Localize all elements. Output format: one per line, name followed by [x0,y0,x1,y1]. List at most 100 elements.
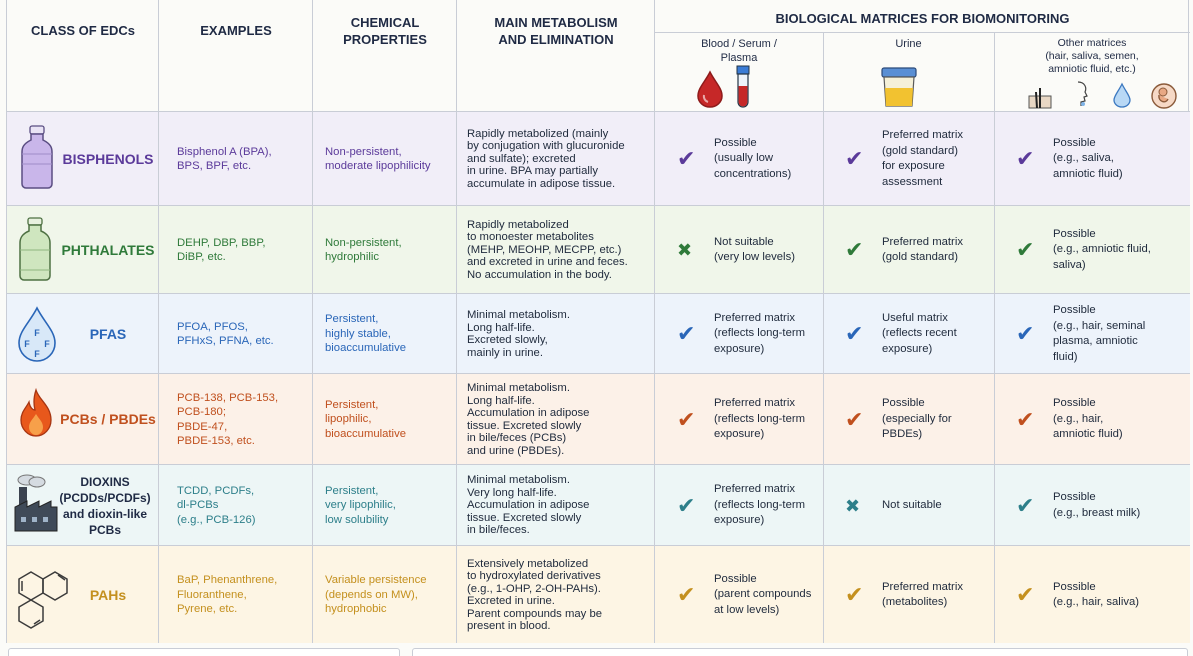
text-line: PBDE-153, etc. [177,435,255,447]
text-line: bioaccumulative [325,342,407,355]
cell-text: Rapidly metabolized (mainly by conjugatio… [467,128,653,191]
blood-tube-icon [736,65,750,108]
bottle-icon [19,124,55,195]
text-line: (very low levels) [714,251,795,263]
check-icon: ✔ [845,237,864,262]
text-line: fluid) [1053,350,1078,363]
class-line: (PCDDs/PCDFs) [59,490,151,505]
text-line: BPS, BPF, etc. [177,160,252,172]
text-line: Preferred matrix [882,129,963,141]
text-line: present in blood. [467,620,551,632]
text-line: Useful matrix [882,311,948,324]
text-line: Minimal metabolism. [467,474,570,487]
cell-text: Possible (e.g., hair, amniotic fluid) [1053,396,1163,443]
cell-text: Extensively metabolized to hydroxylated d… [467,558,653,633]
text-line: Parent compounds may be [467,607,603,620]
text-line: very lipophilic, [325,499,396,512]
class-line: PCBs [88,522,121,537]
header-blood: Blood / Serum / Plasma [701,38,777,64]
table-row: PHTHALATES DEHP, DBP, BBP, DiBP, etc. Non-p… [7,205,1190,293]
text-line: DiBP, etc. [177,251,226,263]
text-line: Persistent, [325,484,379,497]
text-line: Possible [882,397,925,410]
cell-text: Persistent, very lipophilic, low solubilit… [325,484,455,528]
text-line: for exposure [882,160,945,172]
text-line: Extensively metabolized [467,557,589,570]
text-line: Not suitable [882,498,942,511]
class-line: DIOXINS [80,474,130,489]
col-divider [823,32,824,643]
text-line: low solubility [325,513,389,526]
text-line: and urine (PBDEs). [467,444,565,457]
cell-text: Bisphenol A (BPA), BPS, BPF, etc. [177,145,309,174]
class-line: and dioxin-like [62,506,147,521]
text-line: Possible [1053,136,1096,149]
text-line: amniotic fluid) [1053,167,1123,180]
text-line: Possible [1053,304,1096,316]
class-line: PAHs [89,586,127,603]
text-line: bioaccumulative [325,427,407,440]
text-line: (depends on MW), [325,588,418,601]
fluid-drop-icon [1113,82,1131,108]
cell-text: Minimal metabolism. Very long half-life. A… [467,474,653,537]
class-label: DIOXINS (PCDDs/PCDFs) and dioxin-like PCBs [55,474,155,538]
factory-icon [13,473,59,538]
cell-text: Possible (parent compounds at low levels) [714,572,824,619]
text-line: Possible [714,572,757,585]
cell-text: Possible (usually low concentrations) [714,136,824,183]
check-icon: ✔ [677,321,696,346]
cell-text: Possible (e.g., saliva, amniotic fluid) [1053,136,1163,183]
text-line: accumulate in adipose tissue. [467,177,616,190]
text-line: Not suitable [714,235,774,248]
table-row: DIOXINS (PCDDs/PCDFs) and dioxin-like PCBs T… [7,464,1190,545]
text-line: Preferred matrix [882,235,963,248]
cell-text: PFOA, PFOS, PFHxS, PFNA, etc. [177,320,309,349]
text-line: Persistent, [325,313,379,326]
text-line: (e.g., PCB-126) [177,513,256,526]
cell-text: Rapidly metabolized to monoester metaboli… [467,219,653,282]
text-line: moderate lipophilicity [325,160,431,172]
col-divider [158,0,159,643]
cell-text: Non-persistent, moderate lipophilicity [325,145,455,174]
text-line: (e.g., hair, saliva) [1053,596,1140,608]
text-line: PCB-138, PCB-153, [177,391,279,404]
col-divider [994,32,995,643]
check-icon: ✔ [677,146,696,171]
blood-drop-icon [697,70,723,108]
text-line: Accumulation in adipose [467,499,590,512]
cell-text: Preferred matrix (reflects long-term expos… [714,396,824,443]
text-line: concentrations) [714,167,792,180]
text-line: lipophilic, [325,413,372,426]
check-icon: ✔ [1016,146,1035,171]
text-line: in bile/feces (PCBs) [467,432,567,444]
table-row: PCBs / PBDEs PCB-138, PCB-153, PCB-180; PBD… [7,373,1190,464]
text-line: Non-persistent, [325,236,402,249]
text-line: (gold standard) [882,144,958,157]
svg-text:F: F [34,328,40,338]
edc-table: CLASS OF EDCs EXAMPLES CHEMICAL PROPERTIE… [6,0,1190,643]
cell-text: Possible (e.g., hair, saliva) [1053,580,1163,611]
cell-text: Minimal metabolism. Long half-life. Excret… [467,309,653,359]
hair-follicle-icon [1028,88,1052,109]
cell-text: Persistent, lipophilic, bioaccumulative [325,398,455,442]
cell-text: Preferred matrix (gold standard) for expos… [882,128,992,190]
svg-text:F: F [44,339,50,349]
text-line: (metabolites) [882,596,948,608]
check-icon: ✔ [1016,406,1035,432]
check-icon: ✔ [845,582,864,607]
cell-text: Useful matrix (reflects recent exposure) [882,311,992,358]
header-divider [655,32,1190,33]
check-icon: ✔ [1016,321,1035,346]
text-line: (reflects long-term [714,327,806,340]
text-line: Persistent, [325,398,379,411]
text-line: Possible [1053,397,1096,410]
table-row: F F F F PFAS PFOA, PFOS, PFHxS, PFNA, etc. Pers… [7,293,1190,373]
text-line: by conjugation with glucuronide [467,140,625,153]
cell-text: Non-persistent, hydrophilic [325,236,455,265]
text-line: Bisphenol A (BPA), [177,145,272,158]
text-line: (usually low [714,152,774,165]
cell-text: Preferred matrix (gold standard) [882,235,992,266]
molecule-icon [11,562,79,637]
text-line: tissue. Excreted slowly [467,419,582,432]
text-line: to hydroxylated derivatives [467,570,601,582]
